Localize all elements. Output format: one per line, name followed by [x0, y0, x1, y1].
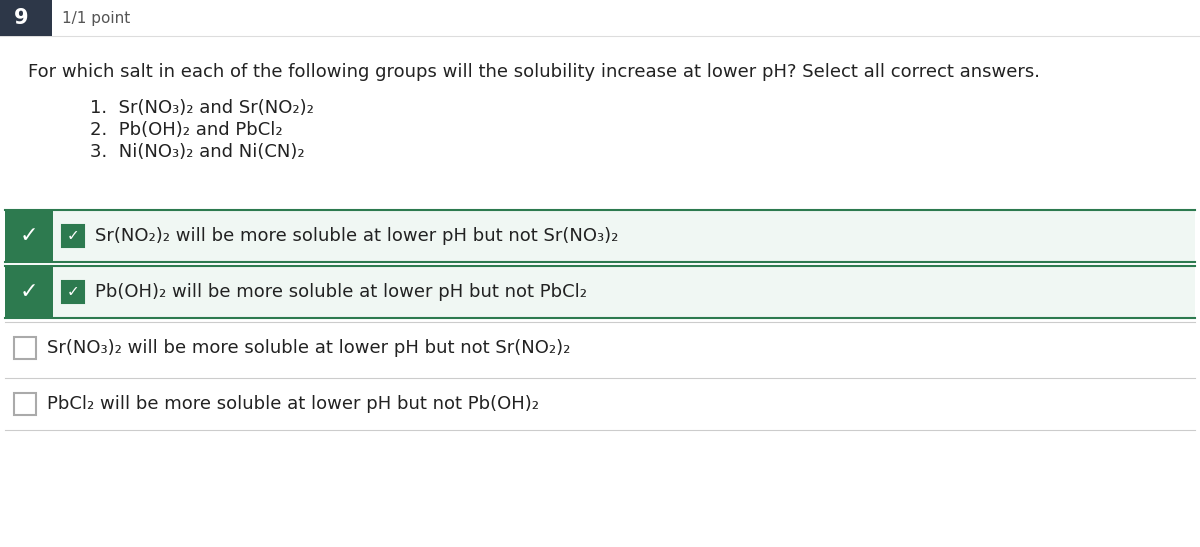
Text: ✓: ✓: [19, 226, 38, 246]
FancyBboxPatch shape: [5, 210, 53, 262]
Text: 2.  Pb(OH)₂ and PbCl₂: 2. Pb(OH)₂ and PbCl₂: [90, 121, 283, 139]
Text: 9: 9: [14, 8, 29, 28]
FancyBboxPatch shape: [62, 225, 84, 247]
Text: For which salt in each of the following groups will the solubility increase at l: For which salt in each of the following …: [28, 63, 1040, 81]
Text: 3.  Ni(NO₃)₂ and Ni(CN)₂: 3. Ni(NO₃)₂ and Ni(CN)₂: [90, 143, 305, 161]
Text: PbCl₂ will be more soluble at lower pH but not Pb(OH)₂: PbCl₂ will be more soluble at lower pH b…: [47, 395, 539, 413]
Text: ✓: ✓: [19, 282, 38, 302]
FancyBboxPatch shape: [5, 266, 53, 318]
Text: ✓: ✓: [67, 284, 79, 300]
FancyBboxPatch shape: [62, 281, 84, 303]
Text: 1.  Sr(NO₃)₂ and Sr(NO₂)₂: 1. Sr(NO₃)₂ and Sr(NO₂)₂: [90, 99, 314, 117]
FancyBboxPatch shape: [14, 393, 36, 415]
FancyBboxPatch shape: [53, 210, 1195, 262]
Text: Sr(NO₃)₂ will be more soluble at lower pH but not Sr(NO₂)₂: Sr(NO₃)₂ will be more soluble at lower p…: [47, 339, 570, 357]
FancyBboxPatch shape: [0, 0, 52, 36]
Text: Sr(NO₂)₂ will be more soluble at lower pH but not Sr(NO₃)₂: Sr(NO₂)₂ will be more soluble at lower p…: [95, 227, 618, 245]
Text: 1/1 point: 1/1 point: [62, 10, 131, 26]
FancyBboxPatch shape: [53, 266, 1195, 318]
Text: ✓: ✓: [67, 229, 79, 243]
FancyBboxPatch shape: [14, 337, 36, 359]
Text: Pb(OH)₂ will be more soluble at lower pH but not PbCl₂: Pb(OH)₂ will be more soluble at lower pH…: [95, 283, 587, 301]
